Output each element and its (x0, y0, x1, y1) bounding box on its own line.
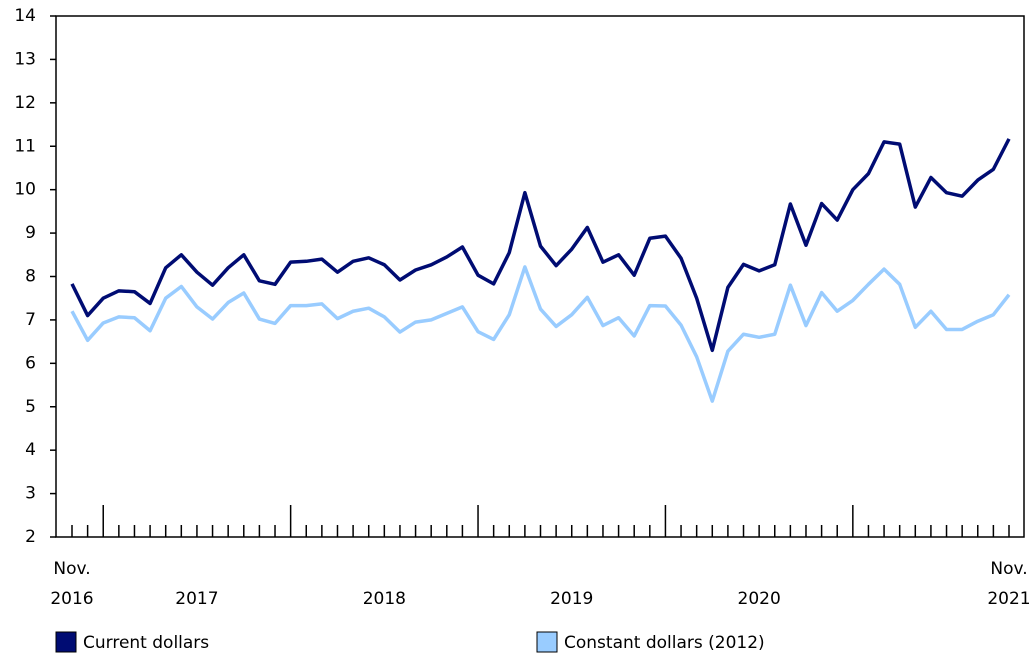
series-line (70, 138, 1011, 353)
x-year-label: 2020 (738, 589, 781, 609)
legend-label: Current dollars (83, 633, 209, 653)
series-line (70, 265, 1011, 403)
x-year-label: 2017 (175, 589, 218, 609)
y-tick-label: 3 (25, 484, 36, 504)
y-tick-label: 11 (14, 136, 36, 156)
x-month-label: Nov. (53, 559, 90, 579)
y-tick-label: 13 (14, 49, 36, 69)
y-tick-label: 10 (14, 180, 36, 200)
y-tick-label: 2 (25, 527, 36, 547)
x-year-label: 2016 (50, 589, 93, 609)
y-tick-label: 12 (14, 93, 36, 113)
legend-label: Constant dollars (2012) (564, 633, 765, 653)
x-year-label: 2018 (363, 589, 406, 609)
y-tick-label: 8 (25, 267, 36, 287)
x-month-label: Nov. (990, 559, 1027, 579)
y-tick-label: 5 (25, 397, 36, 417)
x-year-label: 2019 (550, 589, 593, 609)
y-tick-label: 14 (14, 6, 36, 26)
legend-swatch (55, 631, 77, 653)
legend-swatch (536, 631, 558, 653)
y-tick-label: 4 (25, 440, 36, 460)
x-year-label: 2021 (987, 589, 1030, 609)
y-tick-label: 9 (25, 223, 36, 243)
y-tick-label: 6 (25, 353, 36, 373)
y-tick-label: 7 (25, 310, 36, 330)
